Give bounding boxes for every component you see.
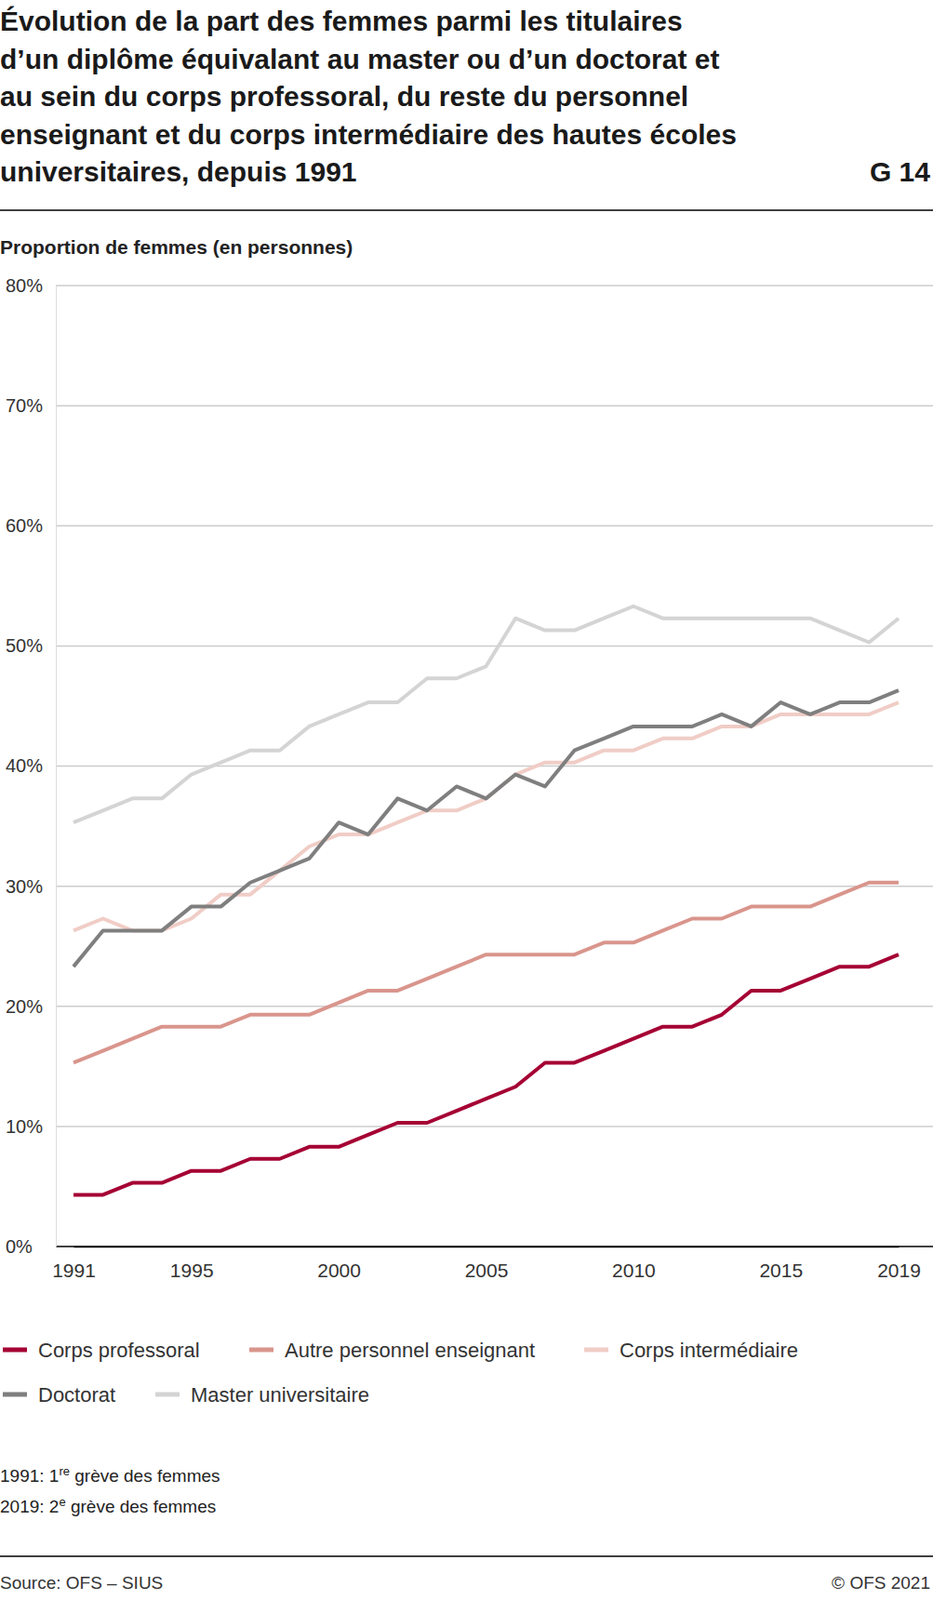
legend-item: Doctorat — [2, 1383, 116, 1407]
x-tick-label: 2019 — [877, 1259, 921, 1281]
grid-line — [55, 645, 933, 648]
title: universitaires, depuis 1991 — [0, 156, 358, 187]
title: enseignant et du corps intermédiaire des… — [0, 119, 737, 150]
y-tick-label: 10% — [5, 1116, 43, 1137]
series-line — [73, 882, 899, 1064]
legend-swatch — [2, 1347, 27, 1353]
x-tick: 2015 — [759, 1246, 803, 1281]
series-line — [73, 606, 899, 823]
x-tick-label: 2000 — [317, 1259, 361, 1281]
y-tick: 40% — [5, 755, 56, 776]
legend-label: Corps intermédiaire — [619, 1338, 799, 1362]
grid-line — [55, 1245, 933, 1248]
grid — [55, 285, 933, 1247]
x-axis: 1991 1995 2000 2005 2010 2015 2019 — [52, 1246, 921, 1281]
x-axis-line — [74, 1246, 900, 1249]
annotation-part: grève des femmes — [66, 1496, 217, 1517]
y-tick: 60% — [5, 515, 56, 536]
annotation-part: re — [58, 1464, 70, 1479]
grid-line — [55, 765, 933, 768]
y-axis-line — [55, 286, 57, 1248]
x-tick-label: 2005 — [465, 1259, 509, 1281]
y-tick: 20% — [5, 996, 56, 1017]
y-tick-label: 0% — [5, 1236, 33, 1257]
grid-line — [55, 885, 933, 888]
y-tick-label: 70% — [5, 395, 43, 416]
x-tick: 2010 — [612, 1246, 656, 1281]
legend: Corps professoral Autre personnel enseign… — [2, 1338, 799, 1407]
grid-line — [55, 404, 933, 407]
y-tick-label: 80% — [5, 275, 43, 296]
y-tick: 10% — [5, 1116, 56, 1137]
x-tick: 2005 — [465, 1246, 509, 1281]
grid-line — [55, 1005, 933, 1008]
x-tick-label: 2015 — [759, 1259, 803, 1281]
series-line — [73, 954, 899, 1195]
grid-line — [55, 525, 933, 528]
x-tick-label: 2010 — [612, 1259, 656, 1281]
y-axis: 0% 10% 20% 30% 40% 50% 60% 70% 80% — [5, 275, 57, 1257]
y-tick-label: 50% — [5, 635, 43, 656]
y-tick-label: 30% — [5, 876, 43, 897]
figure-label: G 14 — [869, 156, 931, 187]
legend-label: Autre personnel enseignant — [284, 1338, 535, 1362]
y-axis-title: Proportion de femmes (en personnes) — [0, 236, 353, 258]
series-line — [73, 702, 899, 931]
plot-area — [73, 606, 899, 1196]
source: Source: OFS – SIUS — [0, 1572, 163, 1593]
legend-swatch — [155, 1392, 180, 1398]
y-tick: 80% — [5, 275, 56, 296]
y-tick: 0% — [5, 1236, 56, 1257]
legend-item: Corps professoral — [2, 1338, 200, 1362]
legend-item: Corps intermédiaire — [584, 1338, 799, 1362]
x-tick-label: 1995 — [170, 1259, 214, 1281]
x-tick: 2000 — [317, 1246, 361, 1281]
grid-line — [55, 1125, 933, 1128]
legend-swatch — [2, 1392, 27, 1398]
title-rule — [0, 209, 933, 212]
legend-item: Autre personnel enseignant — [249, 1338, 535, 1362]
annotation-part: 2019: 2 — [0, 1496, 59, 1517]
y-tick-label: 60% — [5, 515, 43, 536]
series-line — [73, 690, 899, 967]
y-tick: 30% — [5, 876, 56, 897]
annotation-part: 1991: 1 — [0, 1466, 59, 1486]
title: d’un diplôme équivalant au master ou d’u… — [0, 43, 720, 75]
annotation: 1991: 1re grève des femmes — [0, 1464, 221, 1487]
legend-label: Doctorat — [38, 1383, 116, 1407]
x-tick: 1991 — [52, 1246, 96, 1281]
chart: Évolution de la part des femmes parmi le… — [0, 0, 933, 1600]
y-tick-label: 40% — [5, 755, 43, 776]
grid-line — [55, 284, 933, 287]
legend-label: Master universitaire — [190, 1383, 370, 1407]
annotation: 2019: 2e grève des femmes — [0, 1494, 216, 1518]
y-tick-label: 20% — [5, 996, 43, 1017]
footer-rule — [0, 1555, 933, 1558]
legend-swatch — [584, 1347, 609, 1353]
legend-item: Master universitaire — [155, 1383, 370, 1407]
y-tick: 50% — [5, 635, 56, 656]
title: Évolution de la part des femmes parmi le… — [0, 5, 683, 37]
x-tick: 2019 — [877, 1246, 921, 1281]
title: au sein du corps professoral, du reste d… — [0, 80, 689, 112]
x-tick-label: 1991 — [52, 1259, 96, 1281]
annotation-part: grève des femmes — [69, 1466, 221, 1486]
copyright: © OFS 2021 — [831, 1572, 931, 1593]
y-tick: 70% — [5, 395, 56, 416]
legend-label: Corps professoral — [38, 1338, 200, 1362]
annotation-part: e — [58, 1494, 66, 1509]
legend-swatch — [249, 1347, 274, 1353]
x-tick: 1995 — [170, 1246, 214, 1281]
